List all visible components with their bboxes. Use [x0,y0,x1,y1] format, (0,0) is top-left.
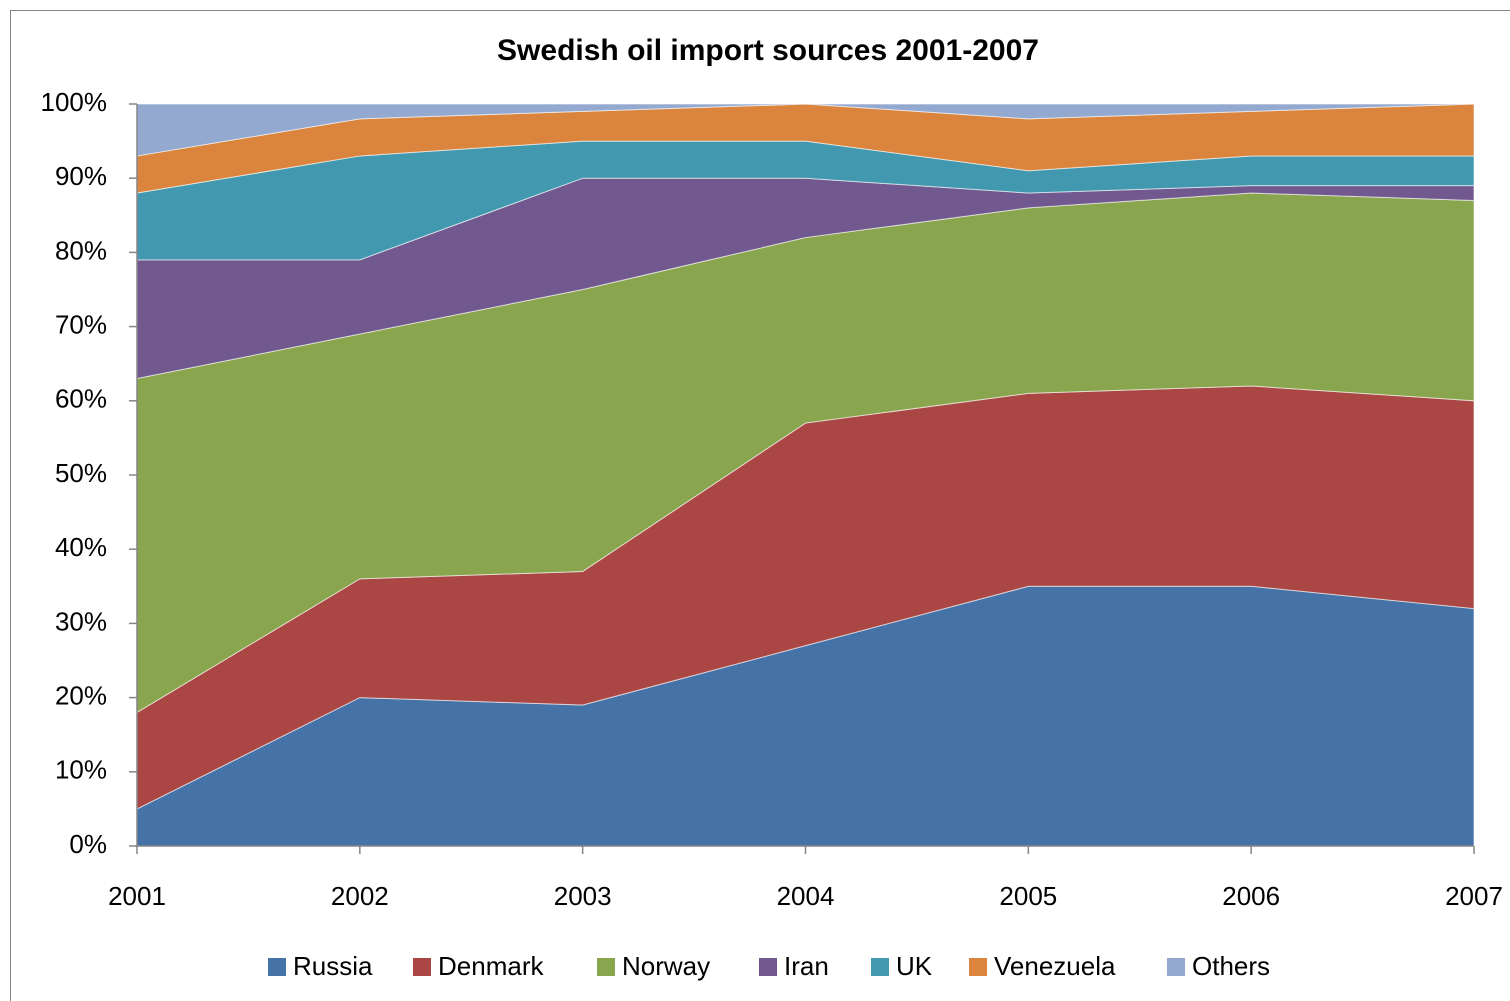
legend-swatch [969,958,987,976]
y-tick-label: 90% [55,161,107,191]
y-tick-label: 0% [69,829,107,859]
legend-label: Denmark [438,951,544,981]
y-tick-label: 10% [55,755,107,785]
y-tick-label: 50% [55,458,107,488]
y-tick-label: 40% [55,532,107,562]
chart-title: Swedish oil import sources 2001-2007 [497,34,1039,67]
legend-swatch [1167,958,1185,976]
y-tick-label: 60% [55,384,107,414]
x-tick-label: 2003 [554,881,612,911]
x-tick-label: 2001 [108,881,166,911]
x-tick-label: 2007 [1445,881,1503,911]
legend-label: Others [1192,951,1270,981]
area [136,103,1475,157]
y-tick-label: 100% [41,87,108,117]
legend-label: Venezuela [994,951,1116,981]
legend-swatch [759,958,777,976]
y-tick-label: 30% [55,606,107,636]
legend-swatch [413,958,431,976]
legend-label: Russia [293,951,373,981]
x-tick-label: 2004 [777,881,835,911]
legend-label: Iran [784,951,829,981]
x-tick-label: 2006 [1222,881,1280,911]
y-tick-label: 20% [55,680,107,710]
y-tick-label: 80% [55,235,107,265]
y-tick-label: 70% [55,309,107,339]
legend-swatch [597,958,615,976]
x-tick-label: 2005 [999,881,1057,911]
legend-label: UK [896,951,933,981]
legend-label: Norway [622,951,710,981]
legend-swatch [871,958,889,976]
legend-swatch [268,958,286,976]
x-tick-label: 2002 [331,881,389,911]
